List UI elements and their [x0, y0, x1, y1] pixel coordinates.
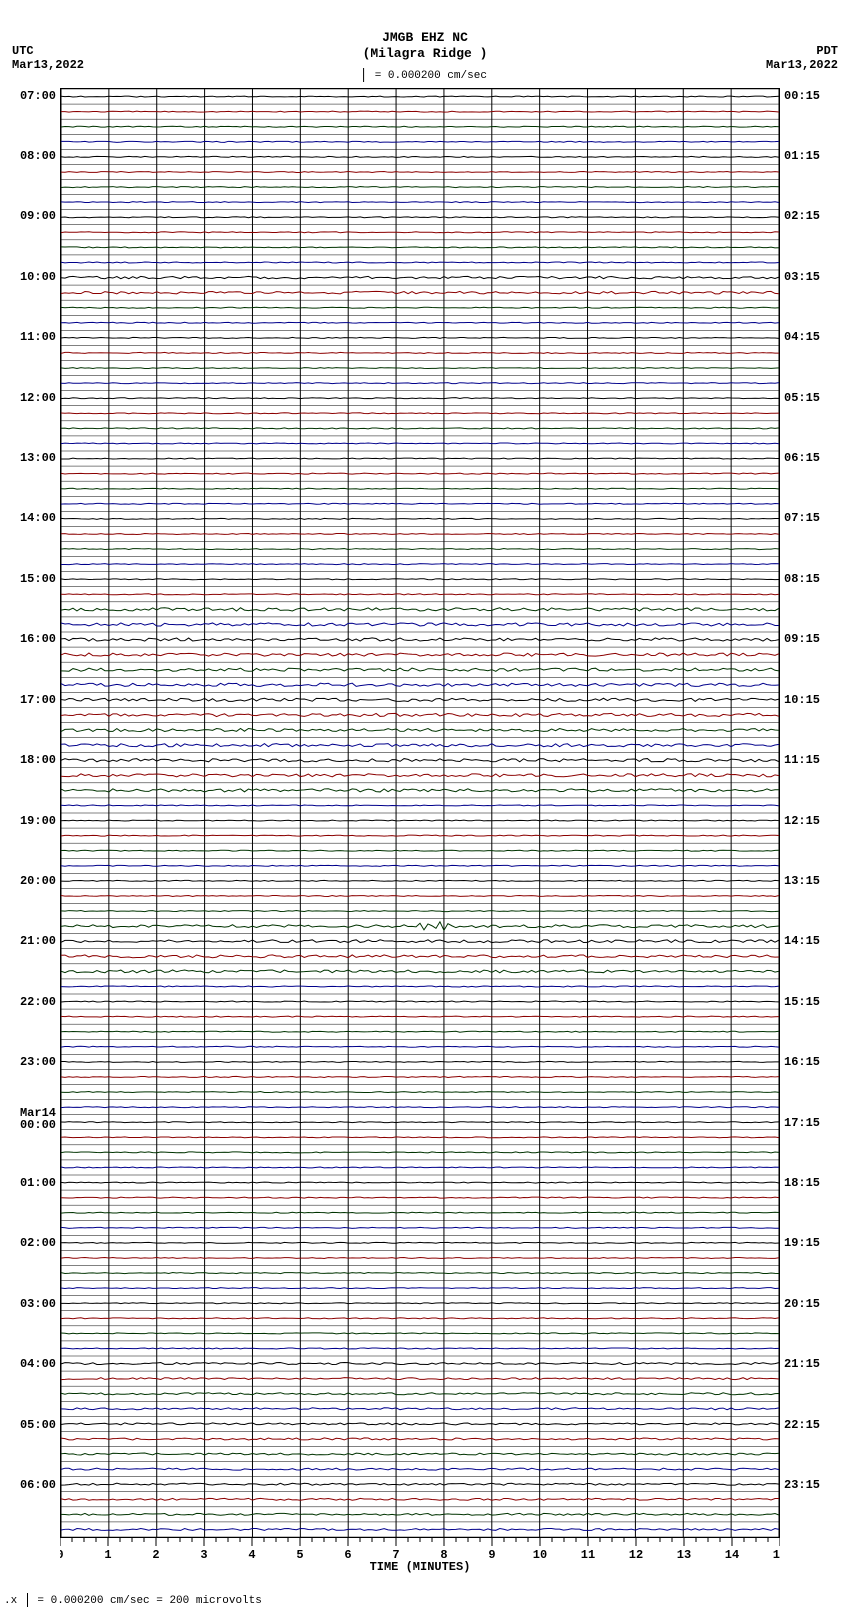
header: JMGB EHZ NC (Milagra Ridge ): [0, 30, 850, 61]
pdt-label: 20:15: [784, 1298, 820, 1310]
pdt-label: 08:15: [784, 573, 820, 585]
pdt-label: 13:15: [784, 875, 820, 887]
timezone-right: PDT Mar13,2022: [766, 44, 838, 73]
station-code: JMGB EHZ NC: [0, 30, 850, 46]
utc-label: 21:00: [0, 935, 56, 947]
tz-right-date: Mar13,2022: [766, 58, 838, 72]
pdt-label: 05:15: [784, 392, 820, 404]
utc-label: 17:00: [0, 694, 56, 706]
pdt-label: 09:15: [784, 633, 820, 645]
utc-label: 23:00: [0, 1056, 56, 1068]
utc-label: 10:00: [0, 271, 56, 283]
utc-label: 09:00: [0, 210, 56, 222]
utc-label: 04:00: [0, 1358, 56, 1370]
footer-scale: .x = 0.000200 cm/sec = 200 microvolts: [4, 1593, 262, 1607]
pdt-label: 03:15: [784, 271, 820, 283]
tz-right-label: PDT: [766, 44, 838, 58]
pdt-label: 10:15: [784, 694, 820, 706]
pdt-label: 21:15: [784, 1358, 820, 1370]
footer-prefix: .x: [4, 1595, 17, 1607]
seismogram-container: JMGB EHZ NC (Milagra Ridge ) UTC Mar13,2…: [0, 0, 850, 1613]
utc-label: 19:00: [0, 815, 56, 827]
utc-label: 03:00: [0, 1298, 56, 1310]
pdt-label: 12:15: [784, 815, 820, 827]
utc-label: 11:00: [0, 331, 56, 343]
utc-label: 08:00: [0, 150, 56, 162]
footer-bar-icon: [27, 1593, 28, 1607]
utc-label: 20:00: [0, 875, 56, 887]
utc-label: 18:00: [0, 754, 56, 766]
utc-label: 02:00: [0, 1237, 56, 1249]
pdt-label: 18:15: [784, 1177, 820, 1189]
utc-label: 05:00: [0, 1419, 56, 1431]
utc-label: 14:00: [0, 512, 56, 524]
utc-label: 15:00: [0, 573, 56, 585]
scale-value: = 0.000200 cm/sec: [375, 70, 487, 82]
pdt-label: 06:15: [784, 452, 820, 464]
utc-label: Mar1400:00: [0, 1107, 56, 1131]
tz-left-date: Mar13,2022: [12, 58, 84, 72]
timezone-left: UTC Mar13,2022: [12, 44, 84, 73]
utc-label: 22:00: [0, 996, 56, 1008]
footer-text: = 0.000200 cm/sec = 200 microvolts: [37, 1595, 261, 1607]
utc-label: 16:00: [0, 633, 56, 645]
pdt-label: 22:15: [784, 1419, 820, 1431]
seismogram-plot: [60, 88, 780, 1538]
scale-bar-icon: [363, 68, 364, 82]
station-location: (Milagra Ridge ): [0, 46, 850, 62]
pdt-label: 00:15: [784, 90, 820, 102]
utc-label: 13:00: [0, 452, 56, 464]
pdt-label: 19:15: [784, 1237, 820, 1249]
tz-left-label: UTC: [12, 44, 84, 58]
pdt-label: 16:15: [784, 1056, 820, 1068]
pdt-label: 23:15: [784, 1479, 820, 1491]
utc-hour-labels: 07:00 08:00 09:00 10:00 11:00 12:00 13:00 14:00…: [0, 88, 58, 1538]
pdt-label: 04:15: [784, 331, 820, 343]
x-axis-label: TIME (MINUTES): [60, 1560, 780, 1574]
pdt-label: 17:15: [784, 1117, 820, 1129]
pdt-label: 02:15: [784, 210, 820, 222]
utc-label: 06:00: [0, 1479, 56, 1491]
utc-label: 07:00: [0, 90, 56, 102]
pdt-label: 11:15: [784, 754, 820, 766]
pdt-label: 14:15: [784, 935, 820, 947]
pdt-label: 15:15: [784, 996, 820, 1008]
pdt-label: 07:15: [784, 512, 820, 524]
utc-label: 01:00: [0, 1177, 56, 1189]
utc-label: 12:00: [0, 392, 56, 404]
pdt-label: 01:15: [784, 150, 820, 162]
pdt-hour-labels: 00:15 01:15 02:15 03:15 04:15 05:15 06:15 07:15…: [782, 88, 846, 1538]
scale-indicator: = 0.000200 cm/sec: [363, 68, 487, 82]
